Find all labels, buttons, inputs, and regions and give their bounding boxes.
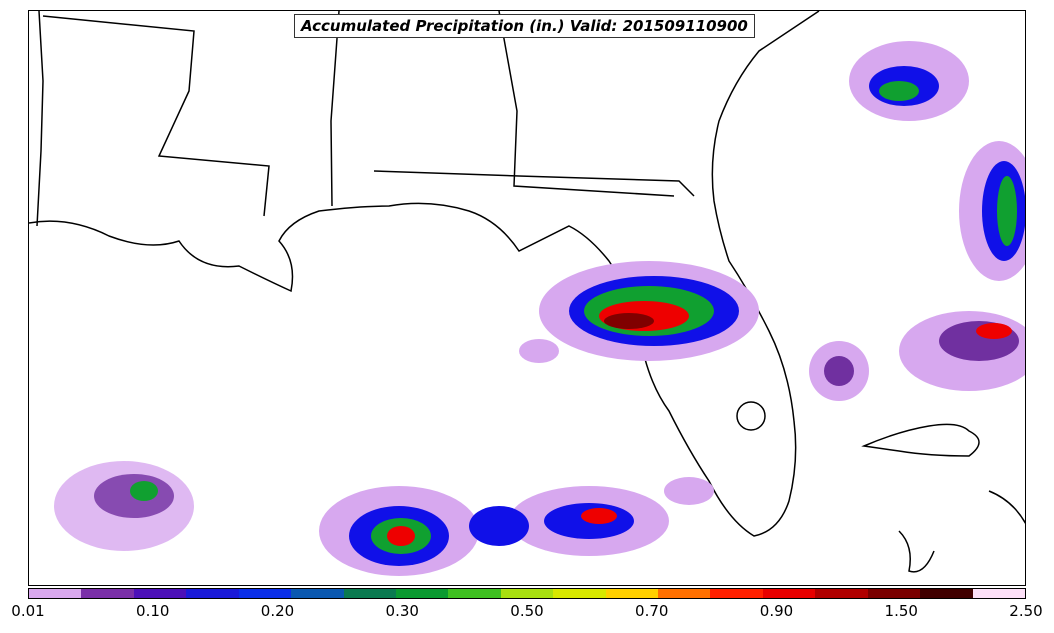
gulf-conv-6-core	[824, 356, 854, 386]
colorbar-segment	[238, 589, 292, 598]
east-band-1-green	[997, 176, 1017, 246]
colorbar-segment	[395, 589, 449, 598]
colorbar-segment	[448, 589, 501, 598]
hurricane-core	[130, 481, 158, 501]
colorbar-segment	[186, 589, 239, 598]
fl-ga-border	[373, 170, 695, 197]
colorbar	[28, 588, 1026, 599]
ms-al-border	[330, 11, 340, 207]
colorbar-tick-label: 0.10	[136, 602, 170, 620]
bahamas	[988, 490, 1025, 525]
colorbar-segment	[291, 589, 344, 598]
colorbar-segment	[500, 589, 554, 598]
colorbar-segment	[29, 589, 82, 598]
gulf-conv-4	[664, 477, 714, 505]
colorbar-tick-label: 2.50	[1009, 602, 1043, 620]
colorbar-tick-label: 1.50	[884, 602, 918, 620]
map-svg	[29, 11, 1025, 576]
cuba-coast	[861, 423, 980, 457]
colorbar-segment	[920, 589, 973, 598]
ne-cell-green	[879, 81, 919, 101]
gulf-conv-1-red	[387, 526, 415, 546]
colorbar-segment	[605, 589, 659, 598]
colorbar-segment	[553, 589, 606, 598]
gulf-conv-5	[519, 339, 559, 363]
colorbar-segment	[343, 589, 396, 598]
gulf-conv-3	[469, 506, 529, 546]
colorbar-segment	[815, 589, 868, 598]
colorbar-segment	[867, 589, 921, 598]
colorbar-segment	[133, 589, 187, 598]
louisiana-border	[36, 11, 44, 227]
fl-cell-darkred	[604, 313, 654, 329]
colorbar-tick-label: 0.50	[510, 602, 544, 620]
colorbar-segment	[658, 589, 711, 598]
east-band-2-red	[976, 323, 1012, 339]
lake-okeechobee	[736, 401, 766, 431]
precip-fields	[54, 41, 1025, 576]
colorbar-tick-label: 0.90	[759, 602, 794, 620]
colorbar-tick-label: 0.70	[635, 602, 669, 620]
caribbean-islands	[898, 530, 935, 573]
gulf-conv-2-red	[581, 508, 617, 524]
colorbar-segment	[972, 589, 1026, 598]
colorbar-tick-label: 0.30	[385, 602, 419, 620]
colorbar-tick-label: 0.01	[11, 602, 45, 620]
map-title: Accumulated Precipitation (in.) Valid: 2…	[294, 14, 755, 38]
ms-la-border	[42, 15, 270, 217]
colorbar-segment	[710, 589, 763, 598]
al-ga-border	[498, 11, 675, 197]
colorbar-tick-label: 0.20	[260, 602, 295, 620]
colorbar-segment	[762, 589, 816, 598]
map-panel	[28, 10, 1026, 586]
colorbar-segment	[81, 589, 134, 598]
